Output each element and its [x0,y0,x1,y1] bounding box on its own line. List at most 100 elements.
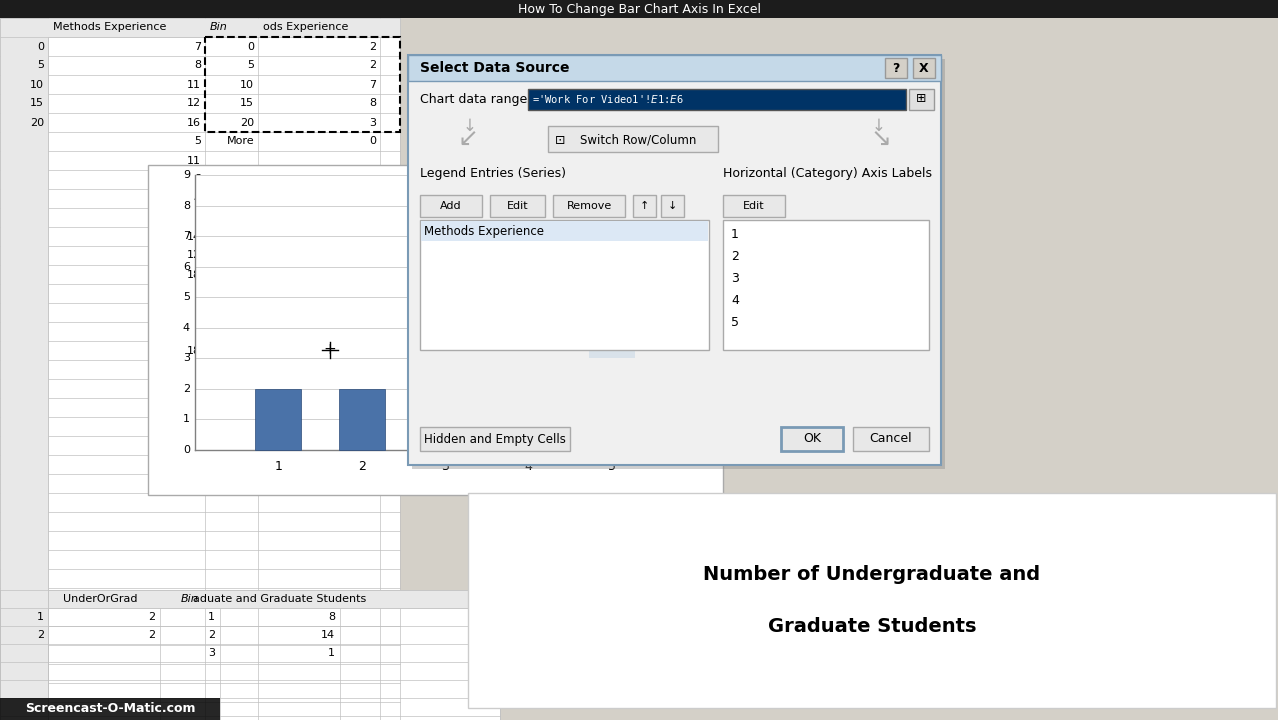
Text: ↓: ↓ [668,201,677,211]
Bar [548,126,718,152]
Text: Chart data range:: Chart data range: [420,92,532,106]
Text: 3: 3 [183,354,190,364]
Text: OK: OK [803,433,820,446]
Bar [0,18,400,720]
Text: 9: 9 [183,170,190,180]
Text: Bin: Bin [181,594,199,604]
Text: 20: 20 [240,117,254,127]
Bar [661,195,684,217]
Text: Methods Experience: Methods Experience [247,178,452,196]
Text: aduate and Graduate Students: aduate and Graduate Students [193,594,367,604]
Text: 8: 8 [183,201,190,210]
Text: ↙: ↙ [458,128,478,152]
Text: Legend Entries (Series): Legend Entries (Series) [420,166,566,179]
Bar [256,389,302,450]
Bar [0,698,220,720]
Text: UnderOrGrad: UnderOrGrad [63,594,137,604]
Text: 4: 4 [183,323,190,333]
Text: 4: 4 [731,294,739,307]
Bar [912,58,935,78]
Text: 11: 11 [187,79,201,89]
Text: 2: 2 [183,384,190,394]
Text: 15: 15 [29,99,43,109]
Text: 7: 7 [194,42,201,52]
Text: 0: 0 [37,42,43,52]
Text: 3: 3 [208,648,215,658]
Text: ⊞: ⊞ [916,92,927,106]
Bar [852,427,929,451]
Text: ↓: ↓ [463,117,477,135]
Text: 3: 3 [731,272,739,286]
Text: 0: 0 [369,137,376,146]
Text: 5: 5 [37,60,43,71]
Text: 2: 2 [208,630,215,640]
Text: 2: 2 [148,612,155,622]
Text: 14: 14 [321,630,335,640]
Text: 12: 12 [187,251,201,261]
Text: ↓: ↓ [872,117,886,135]
Text: Edit: Edit [744,201,764,211]
Bar [468,493,1275,708]
Text: 1: 1 [328,648,335,658]
Text: 4: 4 [524,460,532,473]
Text: 8: 8 [194,174,201,184]
Bar [0,590,500,720]
Text: 2: 2 [731,251,739,264]
Text: Methods Experience: Methods Experience [52,22,166,32]
Text: 5: 5 [247,60,254,71]
Bar [909,89,934,110]
Bar [0,18,49,720]
Bar [781,427,843,451]
Text: 5: 5 [731,317,739,330]
Bar [489,195,544,217]
Text: 15: 15 [240,99,254,109]
Text: 2: 2 [369,42,376,52]
Bar [589,359,635,450]
Text: 14: 14 [187,232,201,241]
Bar [528,89,906,110]
Text: 1: 1 [275,460,282,473]
Text: 10: 10 [240,79,254,89]
Bar [553,195,625,217]
Text: 7: 7 [183,231,190,241]
Text: 8: 8 [369,99,376,109]
Text: ↑: ↑ [640,201,649,211]
Bar [408,55,941,465]
Text: 20: 20 [29,117,43,127]
Bar [420,220,709,350]
Bar [723,195,785,217]
Text: Select Data Source: Select Data Source [420,61,570,75]
Bar [633,195,656,217]
Text: 4: 4 [194,194,201,204]
Text: Bin: Bin [210,22,227,32]
Bar [420,427,570,451]
Text: Add: Add [440,201,461,211]
Text: Cancel: Cancel [870,433,912,446]
Text: 18: 18 [187,269,201,279]
Text: 2: 2 [37,630,43,640]
Text: 0: 0 [183,445,190,455]
Text: Graduate Students: Graduate Students [768,617,976,636]
Text: 5: 5 [183,292,190,302]
Text: ods Experience: ods Experience [263,22,349,32]
Text: 8: 8 [328,612,335,622]
Text: 2: 2 [369,60,376,71]
Text: More: More [226,137,254,146]
Text: 10: 10 [29,79,43,89]
Bar [49,590,500,608]
Text: 8: 8 [194,60,201,71]
Text: 1: 1 [731,228,739,241]
Text: ⊡: ⊡ [555,133,565,146]
Bar [420,221,708,241]
Bar [148,165,723,495]
Bar [422,236,468,350]
Text: 1: 1 [37,612,43,622]
Bar [204,37,400,132]
Text: Number of Undergraduate and: Number of Undergraduate and [703,565,1040,584]
Text: 6: 6 [183,261,190,271]
Bar [505,220,551,350]
Text: 16: 16 [187,117,201,127]
Text: 12: 12 [187,99,201,109]
Text: 2: 2 [148,630,155,640]
Text: ?: ? [892,61,900,74]
